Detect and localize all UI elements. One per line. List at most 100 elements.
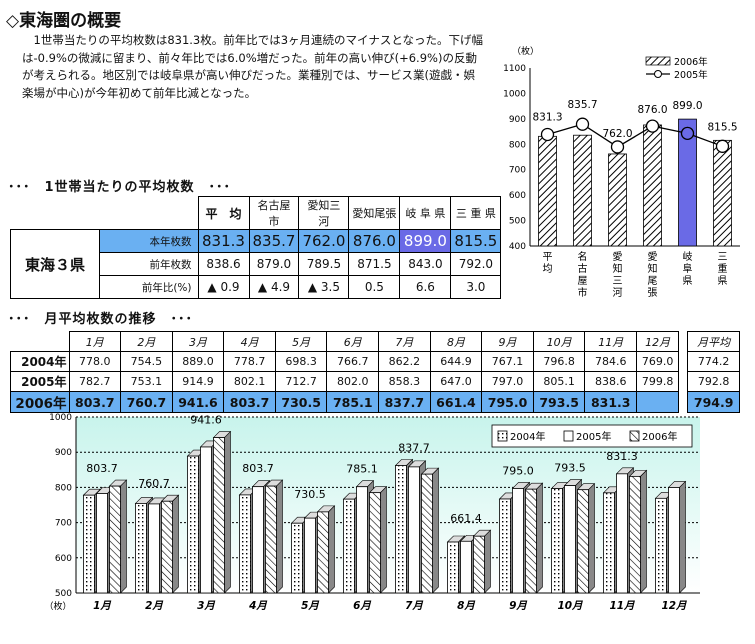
month-header: 10月 [532,331,586,352]
bar-2004年 [187,455,199,594]
bar-2 [608,153,627,247]
bar-2005年 [304,517,316,594]
series-point [680,126,695,141]
x-tick-label: 10月 [557,600,583,612]
series-point [575,117,590,131]
bar-2006年 [577,489,589,594]
x-tick-label: 8月 [457,600,475,612]
table-cell: 785.1 [326,391,380,413]
x-tick-label: 7月 [405,600,423,612]
table-cell: 831.3 [584,391,638,413]
legend-swatch [629,430,640,442]
year-label: 2004年 [10,351,70,372]
table-cell: 838.6 [197,252,250,276]
table-cell: 766.7 [326,351,380,372]
x-tick-label: 岐 [683,250,693,263]
data-label: 803.7 [242,462,274,475]
table-cell: 753.1 [120,371,173,392]
table-cell: 802.0 [326,371,380,392]
col-header: 愛知尾張 [348,196,401,230]
bar-side [679,480,686,594]
bar-3 [643,124,662,247]
x-tick-label: 1月 [93,600,111,612]
x-tick-label: 愛 [648,250,658,263]
month-header: 6月 [326,331,380,352]
bar-2006年 [317,511,329,594]
series-point [715,139,730,153]
y-tick-label: 1000 [49,413,72,423]
bar-2006年 [161,500,173,594]
table-cell: ▲ 3.5 [298,275,350,299]
x-tick-label: 重 [718,262,728,275]
x-tick-label: 知 [648,262,658,275]
table-cell: 889.0 [171,351,225,372]
table-cell: 789.5 [298,252,350,276]
row-label: 前年比(%) [99,275,199,299]
bar-2004年 [83,494,95,594]
data-label: 899.0 [672,100,702,112]
x-tick-label: 3月 [197,600,215,612]
x-tick-label: 平 [543,252,553,263]
table-cell: 792.0 [450,252,502,276]
y-tick-label: 400 [509,242,526,252]
bar-side [380,485,387,594]
y-tick-label: 500 [55,589,72,599]
x-tick-label: 6月 [353,600,371,612]
x-tick-label: 古 [578,262,588,275]
data-label: 831.3 [606,450,638,463]
table-cell: 843.0 [399,252,452,276]
table-cell: 831.3 [197,229,250,253]
data-label: 835.7 [567,99,597,111]
x-tick-label: 三 [613,276,623,287]
table-cell: 862.2 [378,351,431,372]
table-cell: 858.3 [378,371,431,392]
legend-box [491,424,693,448]
y-tick-label: 700 [509,166,526,176]
table-cell: 661.4 [429,391,483,413]
month-header: 8月 [429,331,483,352]
table-cell: 782.7 [68,371,122,392]
bar-2004年 [655,497,667,594]
bar-2004年 [135,503,147,594]
x-tick-label: 11月 [609,600,635,612]
table-cell: 767.1 [481,351,534,372]
data-label: 831.3 [532,111,562,123]
table-cell: 796.8 [532,351,586,372]
household-table: 平 均 名古屋市 愛知三河 愛知尾張 岐 阜 県 三 重 県 東海３県 本年枚数… [10,196,502,299]
x-tick-label: 9月 [509,600,527,612]
col-header: 三 重 県 [450,196,502,230]
data-label: 815.5 [707,121,737,133]
table-cell: 730.5 [274,391,328,413]
table-cell: 762.0 [298,229,350,253]
month-header: 3月 [171,331,225,352]
avg-cell: 774.2 [687,351,740,372]
table-cell: 647.0 [429,371,483,392]
bar-2004年 [343,498,355,594]
bar-2006年 [421,473,433,594]
y-tick-label: 600 [55,554,72,564]
month-header: 12月 [636,331,680,352]
x-tick-label: 愛 [613,250,623,263]
legend-swatch [497,430,508,442]
table-cell: 712.7 [274,371,328,392]
bar-side [276,479,283,594]
bar-2004年 [551,488,563,594]
avg-header: 月平均 [687,331,740,352]
bar-2004年 [447,541,459,594]
monthly-chart: 500 600 700 800 900 1000 （枚） 1月 803.7 2月 760.7 3月 94… [44,413,700,612]
table-cell: 803.7 [223,391,276,413]
bar-5 [713,139,732,247]
y-tick-label: 600 [509,191,526,201]
table-cell: 876.0 [348,229,401,253]
bar-2006年 [213,437,225,594]
y-tick-label: 800 [509,140,526,150]
year-label: 2006年 [10,391,70,413]
bar-side [536,482,543,594]
bar-2005年 [96,493,108,594]
x-tick-label: 県 [683,275,693,287]
table-cell: 838.6 [584,371,638,392]
table-cell: 835.7 [248,229,300,253]
bar-2006年 [265,485,277,594]
bar-2005年 [564,485,576,594]
bar-side [120,479,127,594]
